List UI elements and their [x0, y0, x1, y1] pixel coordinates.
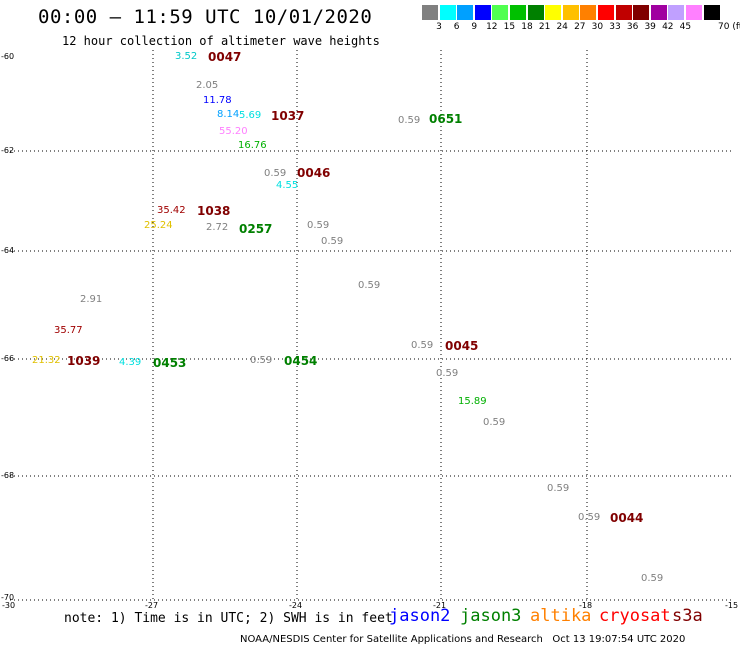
colorbar-label: 15 [503, 22, 516, 32]
credit-footer: NOAA/NESDIS Center for Satellite Applica… [240, 634, 686, 645]
wave-height-label: 2.91 [80, 294, 103, 305]
wave-height-label: 5.69 [239, 110, 262, 121]
wave-height-label: 3.52 [175, 51, 198, 62]
colorbar-swatch [668, 5, 685, 20]
wave-height-label: 55.20 [219, 126, 248, 137]
latitude-tick-label: -64 [1, 246, 15, 255]
colorbar-label: 9 [471, 22, 478, 32]
map-gridlines [10, 50, 733, 601]
colorbar-swatch [703, 5, 720, 20]
longitude-tick-label: -18 [579, 601, 593, 610]
pass-time-label: 0047 [208, 50, 242, 64]
colorbar-swatch [527, 5, 544, 20]
longitude-tick-label: -15 [725, 601, 739, 610]
wave-height-label: 16.76 [238, 140, 267, 151]
pass-time-label: 0045 [445, 339, 479, 353]
wave-height-label: 35.77 [54, 325, 83, 336]
longitude-tick-label: -27 [145, 601, 159, 610]
colorbar-label: 33 [609, 22, 621, 32]
colorbar-swatch [474, 5, 491, 20]
colorbar-swatch [439, 5, 456, 20]
colorbar-label: 42 [662, 22, 674, 32]
pass-time-label: 0651 [429, 112, 463, 126]
colorbar-swatch [598, 5, 614, 20]
colorbar-swatch [686, 5, 702, 20]
pass-time-label: 0046 [297, 166, 331, 180]
wave-height-label: 2.72 [206, 222, 229, 233]
wave-height-label: 0.59 [307, 220, 330, 231]
colorbar-label: 3 [436, 22, 442, 32]
wave-height-label: 0.59 [264, 168, 287, 179]
wave-height-label: 0.59 [250, 355, 273, 366]
latitude-tick-label: -62 [1, 146, 15, 155]
longitude-tick-label: -24 [289, 601, 303, 610]
latitude-tick-label: -70 [1, 593, 15, 602]
pass-time-label: 1039 [67, 354, 101, 368]
colorbar-swatch [650, 5, 667, 20]
colorbar-label: 24 [556, 22, 568, 32]
pass-time-label: 0453 [153, 356, 187, 370]
wave-height-label: 21.32 [32, 355, 61, 366]
colorbar-label: 12 [486, 22, 498, 32]
satellite-legend-item: cryosat [599, 606, 671, 626]
wave-height-label: 0.59 [358, 280, 381, 291]
colorbar-swatch [422, 5, 438, 20]
wave-height-label: 4.55 [276, 180, 299, 191]
latitude-tick-label: -66 [1, 354, 15, 363]
colorbar-unit-label: 70 (ft) [718, 22, 740, 32]
colorbar-label: 27 [574, 22, 586, 32]
pass-time-label: 0454 [284, 354, 318, 368]
colorbar-label: 21 [538, 22, 551, 32]
colorbar-swatch [492, 5, 509, 20]
satellite-legend-item: altika [530, 606, 592, 626]
wave-height-label: 0.59 [483, 417, 506, 428]
wave-height-label: 0.59 [547, 483, 570, 494]
wave-height-label: 15.89 [458, 396, 487, 407]
wave-height-label: 4.39 [119, 357, 142, 368]
wave-height-label: 0.59 [398, 115, 421, 126]
pass-time-label: 1037 [271, 109, 305, 123]
colorbar-label: 18 [521, 22, 533, 32]
latitude-tick-label: -68 [1, 471, 15, 480]
wave-height-label: 0.59 [641, 573, 664, 584]
wave-height-label: 35.42 [157, 205, 186, 216]
colorbar-swatch [510, 5, 526, 20]
wave-height-label: 25.24 [144, 220, 173, 231]
latitude-tick-label: -60 [1, 52, 15, 61]
colorbar-swatch [545, 5, 562, 20]
satellite-legend-item: jason3 [460, 606, 522, 626]
map-subtitle: 12 hour collection of altimeter wave hei… [62, 34, 380, 48]
colorbar-swatch [457, 5, 474, 20]
longitude-tick-label: -21 [433, 601, 447, 610]
colorbar-label: 30 [591, 22, 604, 32]
longitude-tick-label: -30 [2, 601, 16, 610]
satellite-legend-item: jason2 [389, 606, 451, 626]
colorbar-label: 36 [626, 22, 639, 32]
pass-time-label: 1038 [197, 204, 231, 218]
colorbar-swatch [615, 5, 632, 20]
wave-height-label: 0.59 [321, 236, 344, 247]
colorbar-swatch [580, 5, 597, 20]
wave-height-label: 2.05 [196, 80, 219, 91]
wave-height-label: 0.59 [578, 512, 601, 523]
colorbar-swatch [562, 5, 579, 20]
wave-height-label: 11.78 [203, 95, 232, 106]
pass-time-label: 0044 [610, 511, 644, 525]
units-note: note: 1) Time is in UTC; 2) SWH is in fe… [64, 611, 393, 626]
colorbar-label: 6 [453, 22, 460, 32]
wave-height-label: 8.14 [217, 109, 240, 120]
wave-height-label: 0.59 [411, 340, 434, 351]
pass-time-label: 0257 [239, 222, 273, 236]
satellite-legend-item: s3a [672, 606, 703, 626]
colorbar-label: 45 [679, 22, 692, 32]
colorbar-label: 39 [644, 22, 656, 32]
map-title: 00:00 – 11:59 UTC 10/01/2020 [38, 6, 373, 28]
colorbar-swatch [633, 5, 650, 20]
wave-height-label: 0.59 [436, 368, 459, 379]
